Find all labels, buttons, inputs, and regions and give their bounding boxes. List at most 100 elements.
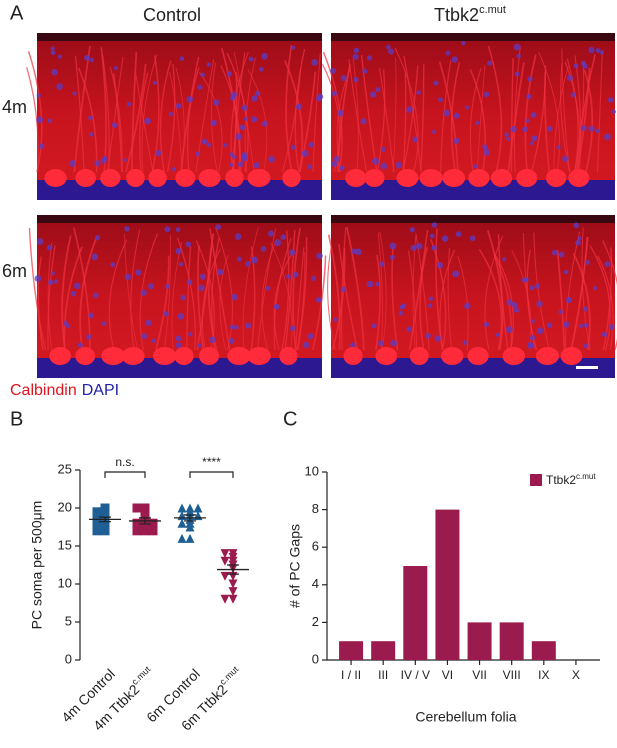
molecular-edge	[37, 33, 322, 41]
dendrite	[73, 45, 91, 173]
purkinje-cell	[545, 169, 567, 187]
nucleus	[70, 290, 77, 297]
dendrite	[513, 46, 521, 173]
nucleus	[124, 273, 132, 281]
dendrite	[576, 67, 591, 173]
nucleus	[464, 302, 471, 310]
dendrite	[375, 254, 381, 351]
significance-bracket	[104, 471, 146, 478]
dendrite	[572, 252, 591, 351]
nucleus	[529, 334, 536, 341]
y-tick-label: 25	[58, 461, 72, 476]
nucleus	[455, 231, 462, 238]
y-axis-label: # of PC Gaps	[287, 524, 303, 608]
nucleus	[50, 271, 55, 276]
nucleus	[177, 313, 185, 320]
nucleus	[175, 342, 182, 349]
nucleus	[546, 322, 553, 329]
purkinje-cell	[535, 347, 559, 365]
dendrite	[108, 239, 128, 351]
data-point	[220, 594, 230, 604]
dendrite	[420, 64, 425, 173]
nucleus	[399, 305, 404, 310]
nucleus	[406, 326, 413, 332]
y-tick-label: 0	[65, 651, 72, 666]
nucleus	[599, 49, 605, 55]
nucleus	[126, 101, 132, 107]
dendrite	[273, 238, 292, 351]
nucleus	[375, 87, 381, 93]
dendrite	[589, 245, 611, 351]
nucleus	[377, 340, 385, 347]
nucleus	[230, 91, 238, 98]
nucleus	[380, 146, 386, 152]
nucleus	[198, 284, 205, 292]
dendrite	[79, 238, 97, 351]
row-title: 6m	[2, 261, 27, 281]
micrograph	[28, 215, 327, 378]
dendrite	[47, 245, 56, 351]
dendrite	[130, 229, 141, 351]
nucleus	[513, 307, 520, 313]
dendrite	[430, 239, 447, 351]
dendrite	[392, 58, 397, 173]
nucleus	[536, 300, 543, 308]
nucleus	[175, 335, 182, 342]
nucleus	[302, 341, 310, 349]
y-tick-label: 2	[312, 614, 319, 629]
dendrite	[186, 67, 200, 173]
dendrite	[242, 227, 259, 351]
nucleus	[229, 162, 234, 167]
purkinje-cell	[560, 347, 583, 365]
nucleus	[50, 46, 55, 51]
dendrite	[597, 255, 614, 351]
data-point	[177, 533, 187, 543]
nucleus	[330, 67, 336, 74]
nucleus	[232, 154, 237, 160]
x-tick-label-superscript: c.mut	[218, 664, 241, 687]
nucleus	[506, 136, 511, 141]
nucleus	[47, 118, 53, 124]
dendrite	[250, 246, 256, 351]
nucleus	[200, 72, 205, 78]
nucleus	[185, 241, 192, 248]
stain-legend: Calbindin DAPI	[10, 382, 119, 399]
nucleus	[354, 248, 362, 256]
dendrite	[175, 67, 185, 173]
nucleus	[186, 95, 194, 103]
nucleus	[366, 280, 374, 288]
nucleus	[316, 252, 323, 260]
nucleus	[92, 292, 99, 299]
x-tick-label: VII	[472, 668, 487, 682]
nucleus	[154, 149, 162, 157]
column-title-main: Control	[143, 5, 201, 25]
nucleus	[72, 91, 77, 96]
nucleus	[315, 296, 322, 303]
nucleus	[583, 343, 589, 349]
dendrite	[296, 236, 308, 351]
nucleus	[186, 279, 193, 285]
dendrite	[109, 66, 123, 173]
nucleus	[234, 325, 239, 330]
bar	[435, 509, 460, 660]
nucleus	[511, 302, 518, 308]
nucleus	[229, 324, 235, 330]
dendrite	[163, 234, 171, 351]
dendrite	[602, 247, 613, 351]
nucleus	[428, 296, 434, 302]
nucleus	[311, 58, 319, 66]
nucleus	[301, 150, 309, 157]
column-title-superscript: c.mut	[479, 4, 506, 16]
dendrite	[294, 247, 305, 351]
nucleus	[525, 118, 530, 123]
nucleus	[340, 75, 347, 82]
nucleus	[295, 103, 303, 110]
nucleus	[261, 52, 268, 60]
dendrite	[281, 67, 302, 173]
dendrite	[197, 245, 205, 351]
nucleus	[563, 269, 569, 275]
micrograph	[321, 33, 617, 200]
nucleus	[577, 236, 582, 241]
data-point	[177, 518, 187, 528]
purkinje-cell	[148, 169, 167, 187]
